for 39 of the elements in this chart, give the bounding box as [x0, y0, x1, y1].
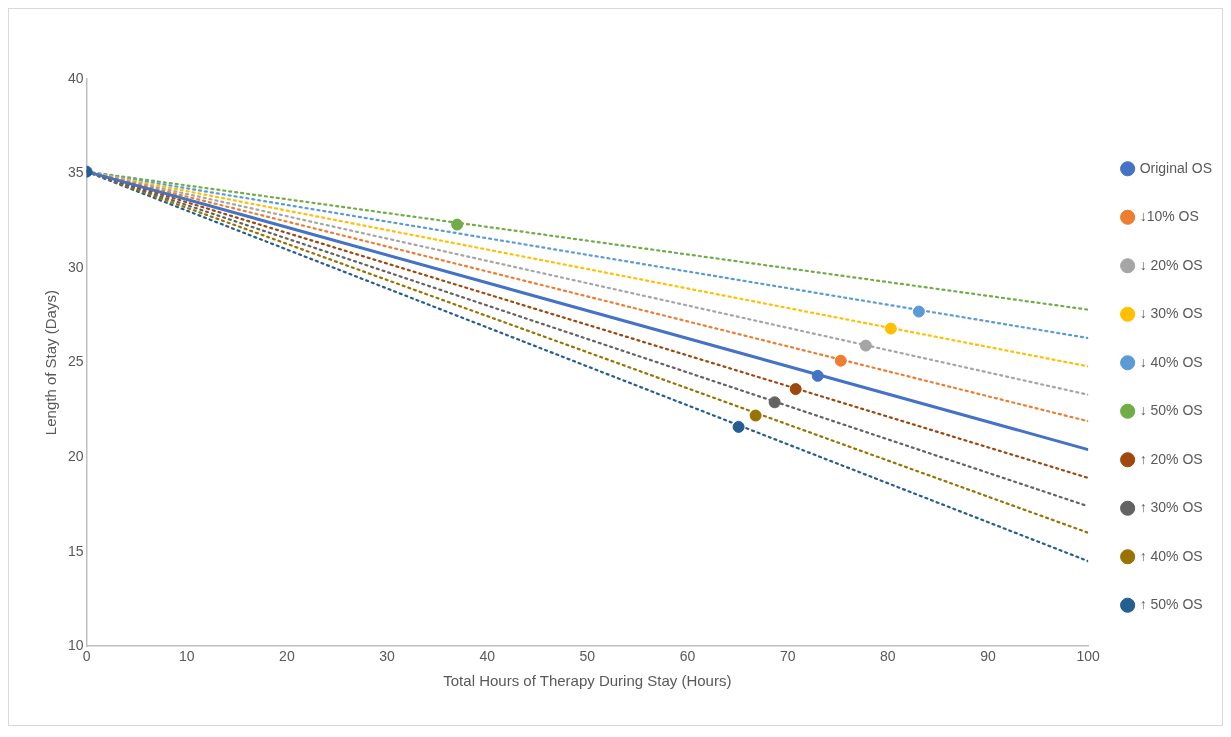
y-tick-label: 25: [67, 353, 84, 370]
point: [789, 383, 802, 396]
y-axis-title: Length of Stay (Days): [42, 290, 60, 436]
point: [768, 396, 781, 409]
legend-label: ↓ 40% OS: [1139, 353, 1203, 370]
y-tick-label: 10: [67, 637, 84, 654]
point: [811, 369, 824, 382]
y-tick-label: 20: [67, 447, 84, 464]
legend-label: ↓10% OS: [1139, 208, 1199, 225]
x-tick-label: 70: [779, 648, 796, 665]
x-tick-label: 40: [479, 648, 496, 665]
x-tick-label: 50: [579, 648, 596, 665]
legend-label: ↓ 50% OS: [1139, 402, 1203, 419]
x-tick-label: 60: [679, 648, 696, 665]
legend-label: ↓ 30% OS: [1139, 305, 1203, 322]
x-tick-label: 90: [980, 648, 996, 665]
legend-label: ↑ 50% OS: [1139, 596, 1203, 613]
point: [749, 409, 762, 422]
point: [884, 322, 897, 335]
point: [859, 339, 872, 352]
x-axis-title: Total Hours of Therapy During Stay (Hours): [443, 672, 732, 690]
y-tick-label: 30: [67, 258, 84, 275]
point: [912, 305, 925, 318]
x-tick-label: 30: [379, 648, 396, 665]
point: [834, 354, 847, 367]
x-tick-label: 20: [279, 648, 295, 665]
y-tick-label: 40: [67, 69, 84, 86]
legend-label: ↑ 40% OS: [1139, 547, 1203, 564]
legend-label: Original OS: [1139, 159, 1212, 176]
y-tick-label: 35: [67, 164, 84, 181]
x-tick-label: 10: [178, 648, 195, 665]
x-tick-label: 80: [880, 648, 896, 665]
legend-label: ↑ 30% OS: [1139, 499, 1203, 516]
y-tick-label: 15: [67, 542, 84, 559]
x-tick-label: 0: [82, 648, 91, 665]
legend-label: ↓ 20% OS: [1139, 256, 1203, 273]
point: [451, 218, 464, 231]
x-tick-label: 100: [1076, 648, 1101, 665]
legend-label: ↑ 20% OS: [1139, 450, 1203, 467]
